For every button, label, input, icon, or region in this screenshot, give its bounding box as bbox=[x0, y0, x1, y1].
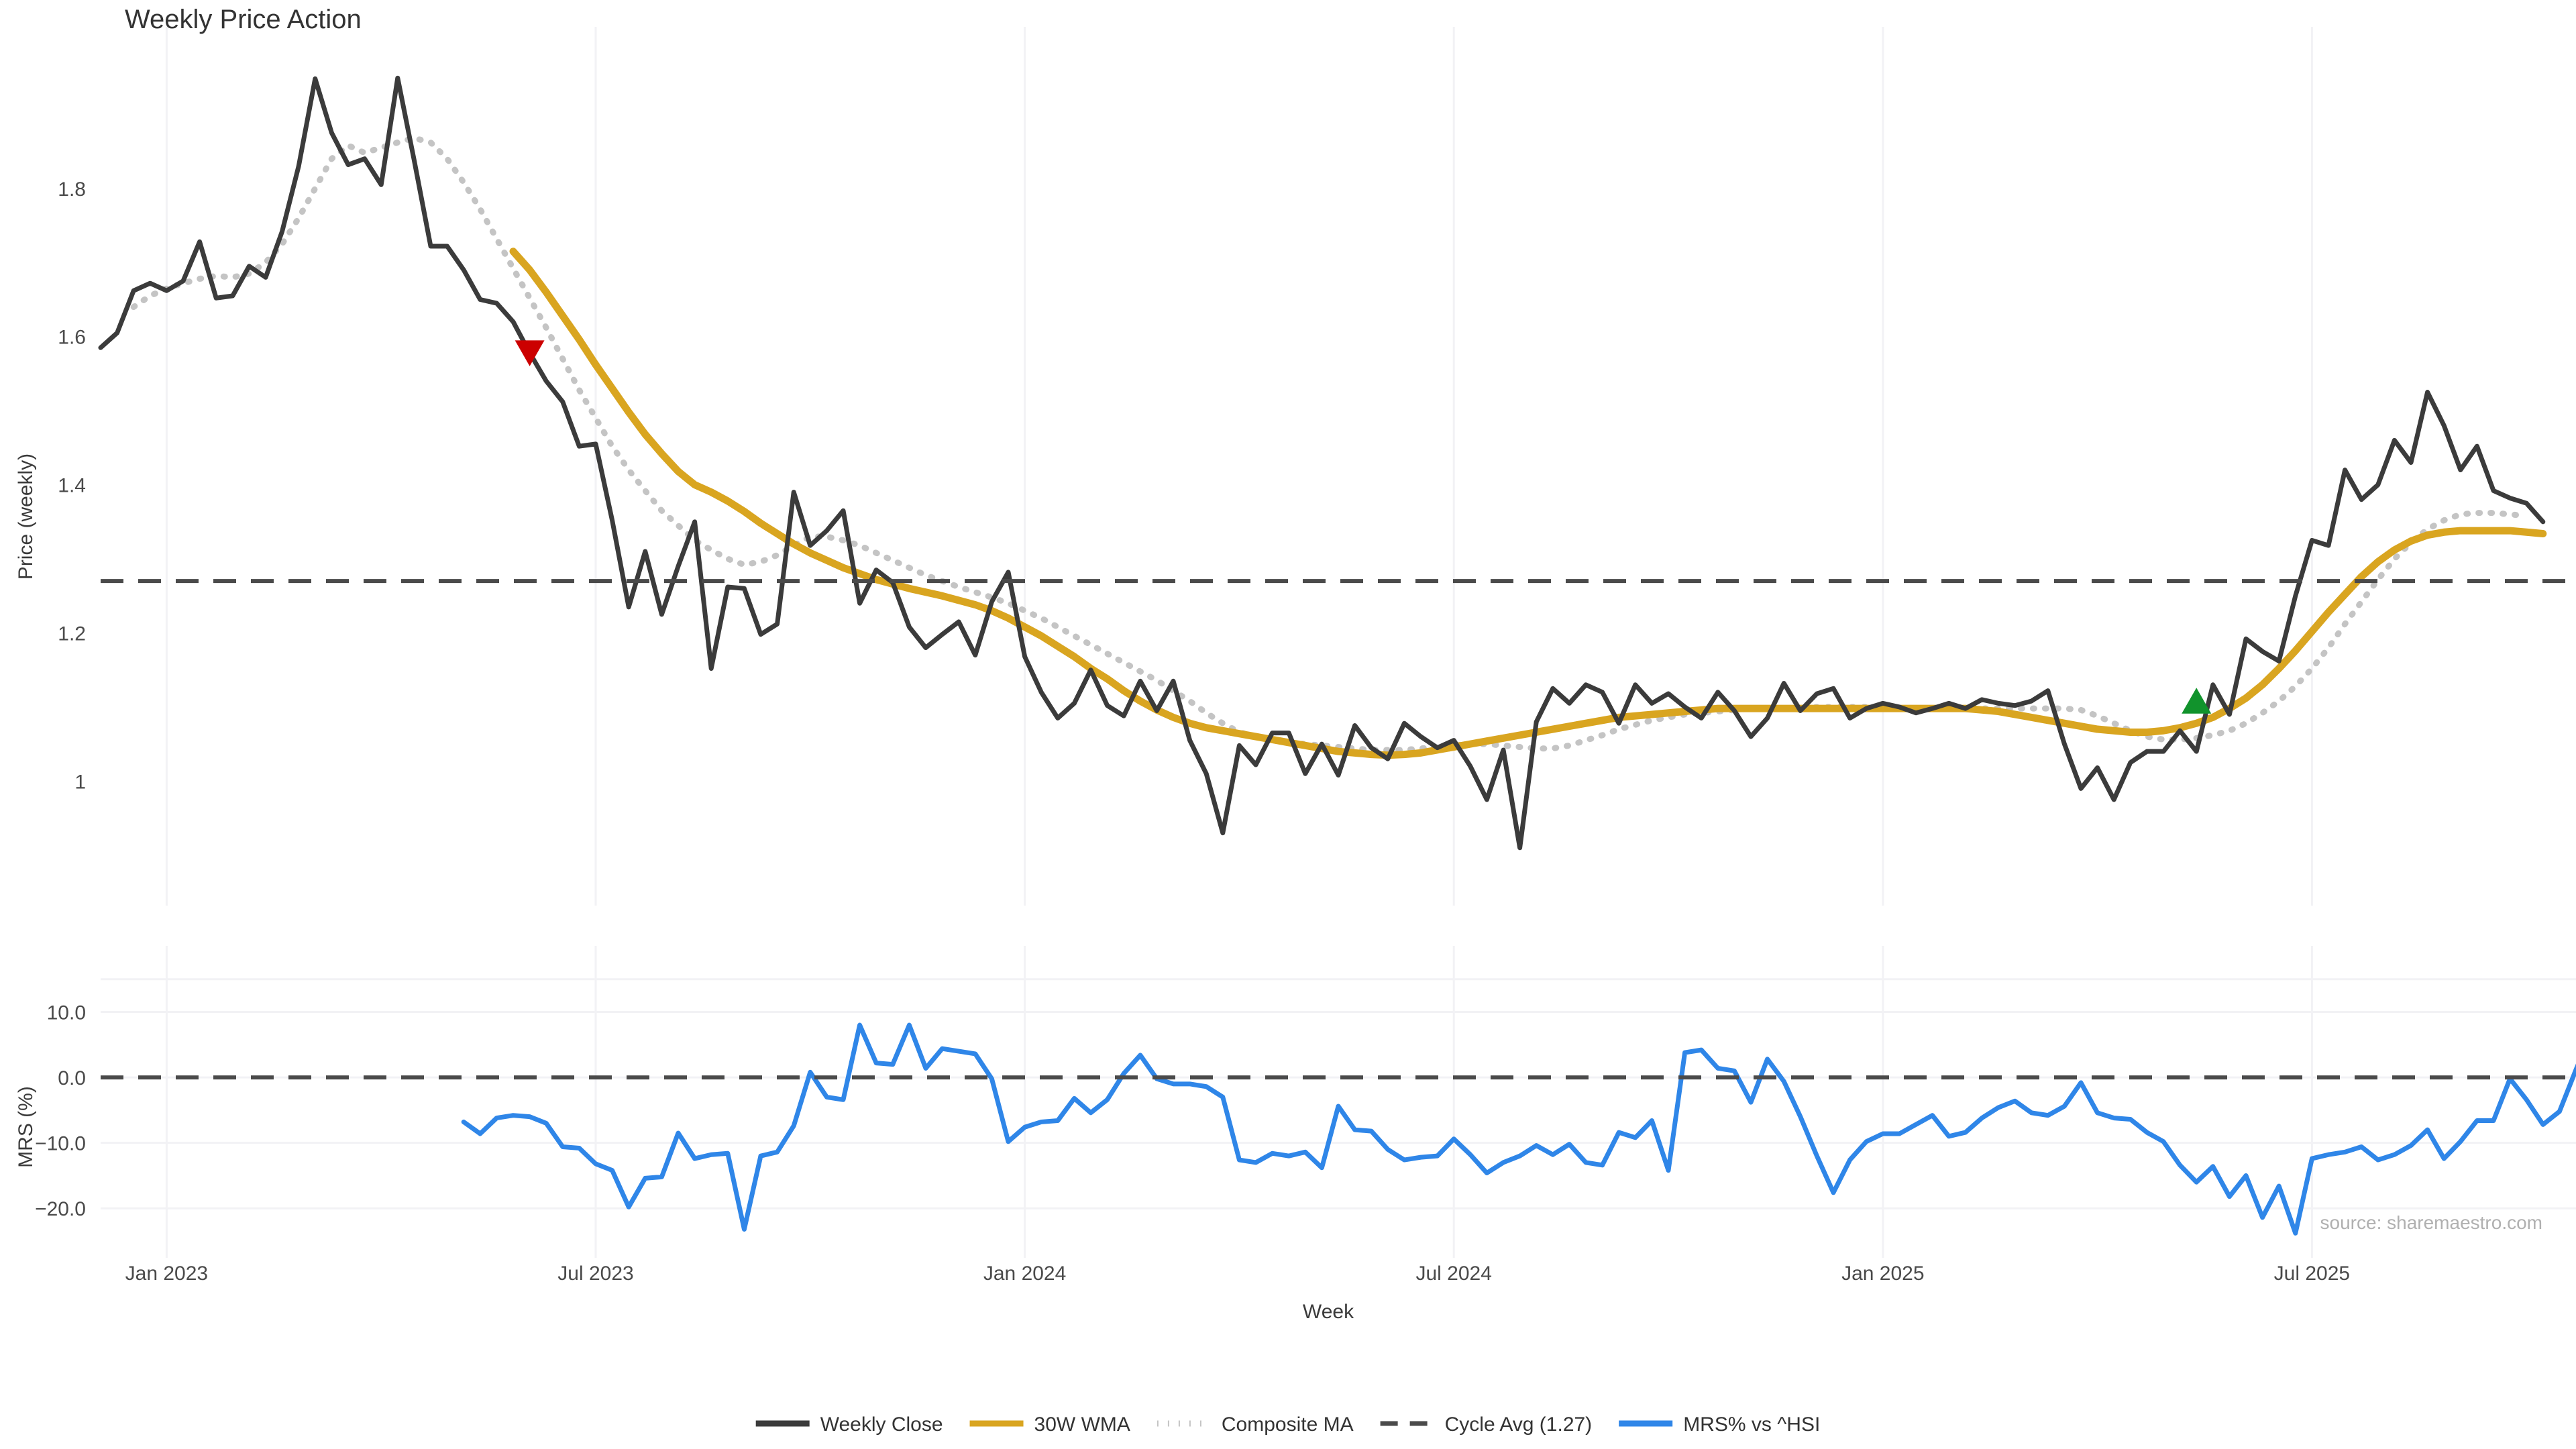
price-annotations-group bbox=[101, 340, 2576, 714]
price-axis-label: Price (weekly) bbox=[15, 453, 37, 580]
chart-title: Weekly Price Action bbox=[125, 5, 362, 34]
mrs-y-tick-label-3: 10.0 bbox=[47, 1002, 86, 1024]
x-tick-label-0: Jan 2023 bbox=[125, 1263, 208, 1285]
price-series-weekly-close bbox=[98, 75, 2546, 851]
mrs-axis-label: MRS (%) bbox=[15, 1086, 37, 1168]
legend-label-0: Weekly Close bbox=[820, 1413, 943, 1436]
legend-item-0: Weekly Close bbox=[755, 1413, 943, 1436]
legend-item-1: 30W WMA bbox=[969, 1413, 1130, 1436]
price-y-tick-label-4: 1.8 bbox=[58, 178, 86, 201]
price-series-group bbox=[98, 75, 2547, 851]
price-y-tick-label-1: 1.2 bbox=[58, 623, 86, 645]
legend-label-3: Cycle Avg (1.27) bbox=[1445, 1413, 1593, 1436]
price-y-axis-ticks: 1 1.2 1.4 1.6 1.8 bbox=[58, 178, 86, 793]
mrs-panel-gridlines bbox=[101, 946, 2576, 1258]
sell-signal-marker-icon bbox=[515, 340, 545, 366]
x-axis-ticks: Jan 2023 Jul 2023 Jan 2024 Jul 2024 Jan 2025… bbox=[125, 1263, 2350, 1285]
price-y-tick-label-2: 1.4 bbox=[58, 475, 86, 497]
mrs-series-line bbox=[461, 1022, 2576, 1236]
mrs-y-tick-label-2: 0.0 bbox=[58, 1067, 86, 1089]
mrs-series-group bbox=[461, 1022, 2576, 1236]
legend-item-4: MRS% vs ^HSI bbox=[1619, 1413, 1820, 1436]
mrs-y-tick-label-0: −20.0 bbox=[35, 1198, 86, 1220]
x-tick-label-5: Jul 2025 bbox=[2274, 1263, 2350, 1285]
price-y-tick-label-3: 1.6 bbox=[58, 327, 86, 349]
x-tick-label-4: Jan 2025 bbox=[1841, 1263, 1924, 1285]
price-y-tick-label-0: 1 bbox=[74, 771, 86, 793]
legend-label-1: 30W WMA bbox=[1034, 1413, 1130, 1436]
x-tick-label-1: Jul 2023 bbox=[557, 1263, 633, 1285]
legend-label-2: Composite MA bbox=[1222, 1413, 1354, 1436]
source-attribution: source: sharemaestro.com bbox=[2320, 1212, 2542, 1233]
x-tick-label-3: Jul 2024 bbox=[1415, 1263, 1491, 1285]
mrs-y-axis-ticks: −20.0 −10.0 0.0 10.0 bbox=[35, 1002, 86, 1221]
x-axis-label: Week bbox=[1303, 1301, 1354, 1323]
legend-label-4: MRS% vs ^HSI bbox=[1683, 1413, 1820, 1436]
mrs-y-tick-label-1: −10.0 bbox=[35, 1133, 86, 1155]
buy-signal-marker-icon bbox=[2182, 688, 2212, 714]
legend-item-3: Cycle Avg (1.27) bbox=[1380, 1413, 1593, 1436]
price-panel-gridlines bbox=[165, 27, 2313, 906]
chart-legend: Weekly Close 30W WMA Composite MA Cycle Avg… bbox=[755, 1413, 1820, 1436]
x-tick-label-2: Jan 2024 bbox=[983, 1263, 1066, 1285]
legend-item-2: Composite MA bbox=[1157, 1413, 1354, 1436]
